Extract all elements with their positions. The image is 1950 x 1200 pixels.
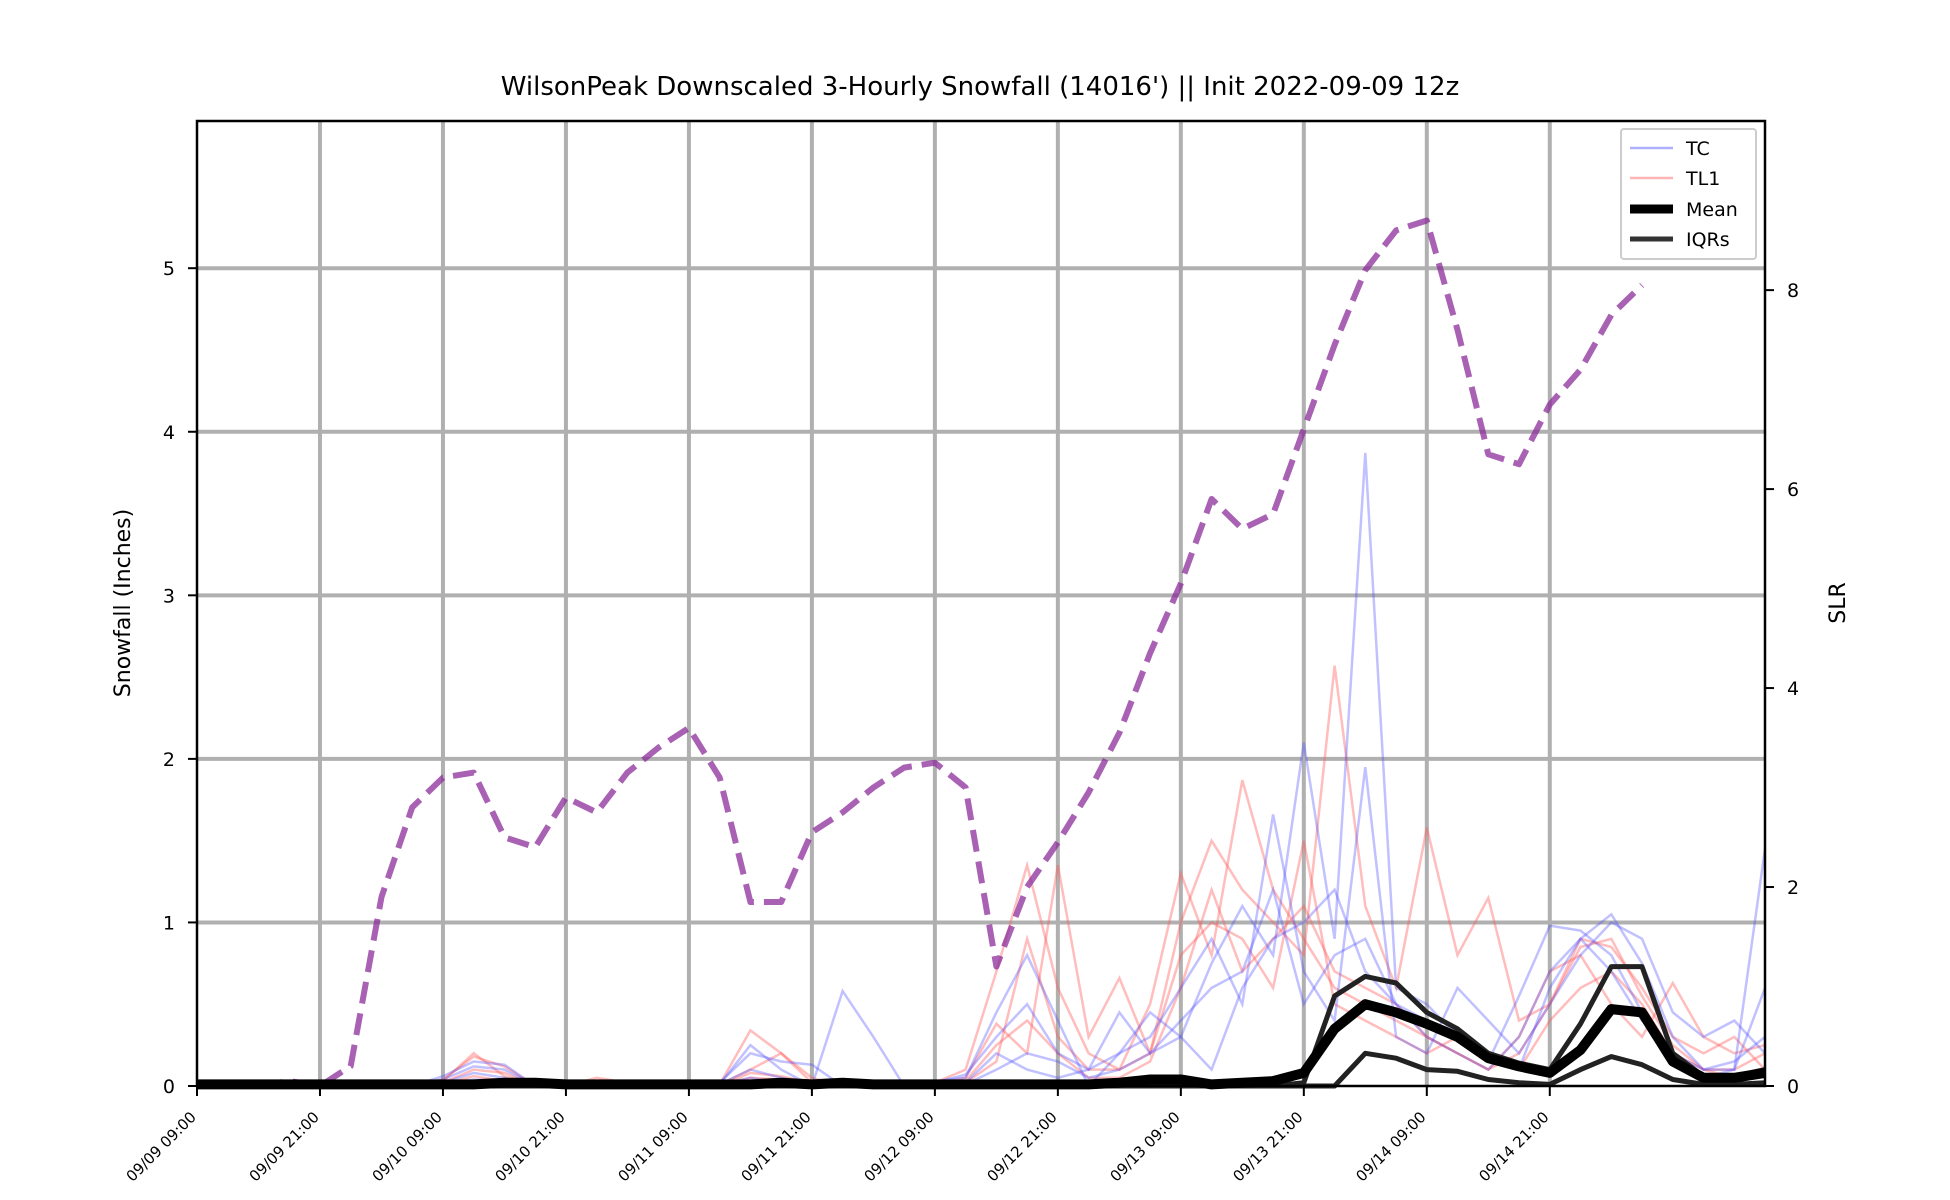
- plot-frame: [195, 119, 1767, 1088]
- y-tick-label-1: 1: [163, 912, 175, 934]
- y-tick-label-0: 0: [163, 1076, 175, 1098]
- y-tick-label-3: 3: [163, 585, 175, 607]
- x-tick-label-6: 09/12 09:00: [860, 1108, 937, 1185]
- tc-member-line-1: [197, 452, 1767, 1088]
- x-tick-label-0: 09/09 09:00: [123, 1108, 200, 1185]
- x-tick-label-7: 09/12 21:00: [983, 1108, 1060, 1185]
- legend-label-iqrs: IQRs: [1686, 229, 1730, 251]
- x-tick-label-8: 09/13 09:00: [1106, 1108, 1183, 1185]
- y2-tick-label-4: 8: [1787, 280, 1799, 302]
- left-axis-ticks: 0 1 2 3 4 5: [163, 258, 197, 1098]
- legend-label-tl1: TL1: [1685, 168, 1720, 190]
- x-tick-label-9: 09/13 21:00: [1229, 1108, 1306, 1185]
- x-tick-label-1: 09/09 21:00: [246, 1108, 323, 1185]
- x-tick-label-4: 09/11 09:00: [615, 1108, 692, 1185]
- legend: TC TL1 Mean IQRs: [1620, 128, 1757, 260]
- x-tick-label-11: 09/14 21:00: [1475, 1108, 1552, 1185]
- slr-line: [197, 217, 1645, 1089]
- x-tick-label-3: 09/10 21:00: [492, 1108, 569, 1185]
- y2-tick-label-3: 6: [1787, 479, 1799, 501]
- tl1-member-line-1: [197, 665, 1766, 1088]
- tc-member-line-2: [197, 766, 1766, 1088]
- y2-tick-label-0: 0: [1787, 1076, 1799, 1098]
- chart-title: WilsonPeak Downscaled 3-Hourly Snowfall …: [501, 72, 1459, 102]
- x-tick-label-10: 09/14 09:00: [1352, 1108, 1429, 1185]
- y2-tick-label-1: 2: [1787, 877, 1799, 899]
- ensemble-members: [197, 452, 1767, 1089]
- x-axis-ticks: 09/09 09:00 09/09 21:00 09/10 09:00 09/10 2…: [123, 1086, 1553, 1185]
- y-tick-label-4: 4: [163, 422, 175, 444]
- y2-axis-label: SLR: [1826, 582, 1851, 624]
- legend-box: [1620, 128, 1757, 260]
- legend-label-mean: Mean: [1686, 199, 1738, 221]
- grid-lines: [197, 121, 1765, 1086]
- y-tick-label-2: 2: [163, 749, 175, 771]
- x-tick-label-5: 09/11 21:00: [737, 1108, 814, 1185]
- mean-line: [197, 999, 1766, 1090]
- x-tick-label-2: 09/10 09:00: [369, 1108, 446, 1185]
- y-axis-label: Snowfall (Inches): [111, 509, 136, 697]
- legend-label-tc: TC: [1685, 138, 1710, 160]
- tl1-member-line-0: [197, 779, 1766, 1088]
- statistics-lines: [197, 217, 1766, 1090]
- y-tick-label-5: 5: [163, 258, 175, 280]
- y2-tick-label-2: 4: [1787, 678, 1799, 700]
- right-axis-ticks: 0 2 4 6 8: [1765, 280, 1799, 1098]
